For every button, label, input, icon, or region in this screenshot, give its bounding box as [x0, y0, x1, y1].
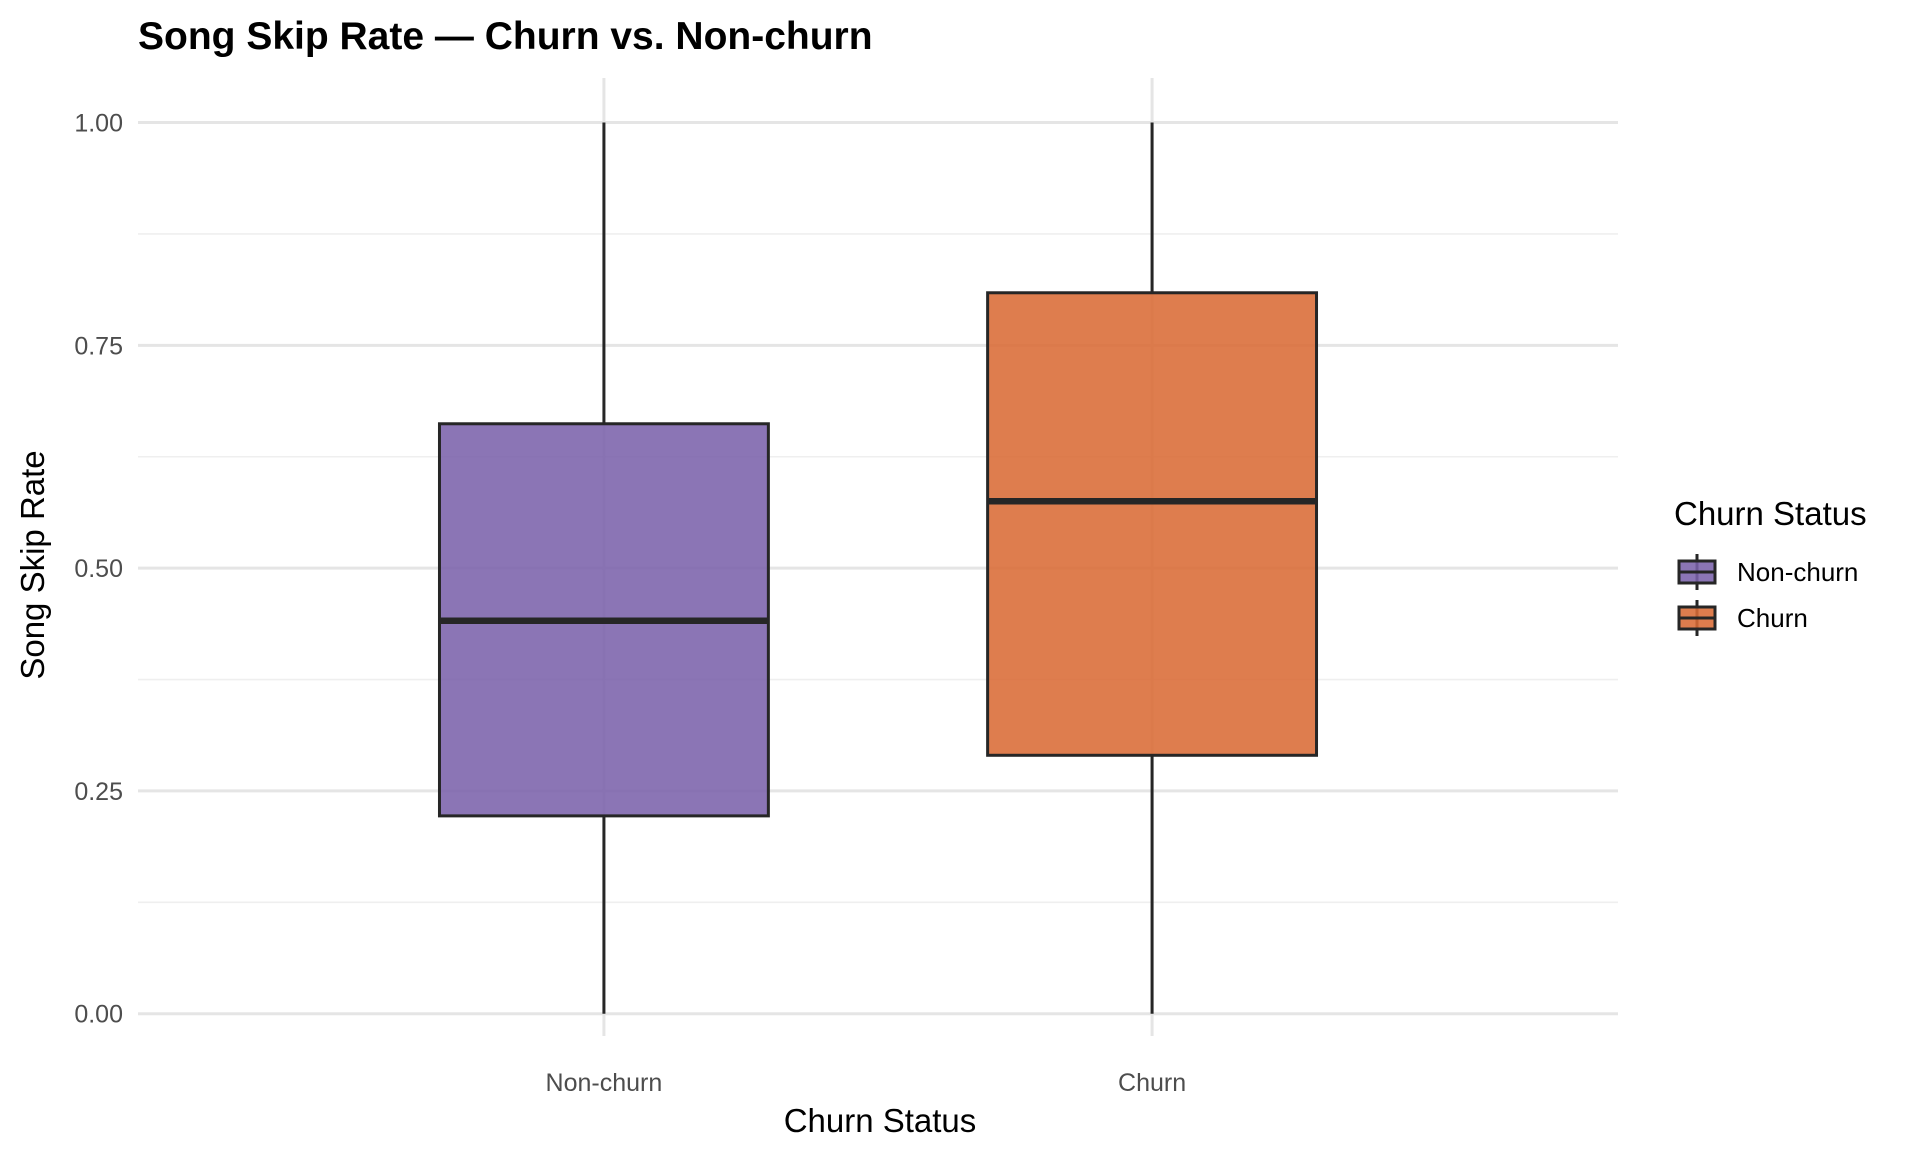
x-tick-label: Churn — [1118, 1069, 1186, 1097]
legend-label: Churn — [1737, 603, 1808, 633]
y-tick-labels: 0.00 0.25 0.50 0.75 1.00 — [74, 110, 123, 1029]
boxes — [437, 122, 1319, 1014]
y-tick-label: 1.00 — [74, 110, 123, 138]
y-tick-label: 0.75 — [74, 332, 123, 360]
box-non-churn — [437, 122, 770, 1014]
grid — [138, 78, 1618, 1036]
box-iqr — [986, 291, 1319, 757]
x-axis-title: Churn Status — [784, 1102, 977, 1139]
y-tick-label: 0.50 — [74, 555, 123, 583]
chart-title: Song Skip Rate — Churn vs. Non-churn — [138, 15, 873, 58]
box-churn — [986, 122, 1319, 1014]
legend-label: Non-churn — [1737, 557, 1858, 587]
legend-item: Non-churn — [1677, 554, 1858, 590]
y-axis-title: Song Skip Rate — [14, 450, 51, 679]
legend-title: Churn Status — [1674, 495, 1867, 532]
x-tick-label: Non-churn — [546, 1069, 663, 1097]
x-tick-labels: Non-churn Churn — [546, 1069, 1187, 1097]
legend: Churn Status Non-churn Churn — [1674, 495, 1867, 636]
y-tick-label: 0.00 — [74, 1001, 123, 1029]
y-tick-label: 0.25 — [74, 778, 123, 806]
legend-item: Churn — [1677, 600, 1808, 636]
